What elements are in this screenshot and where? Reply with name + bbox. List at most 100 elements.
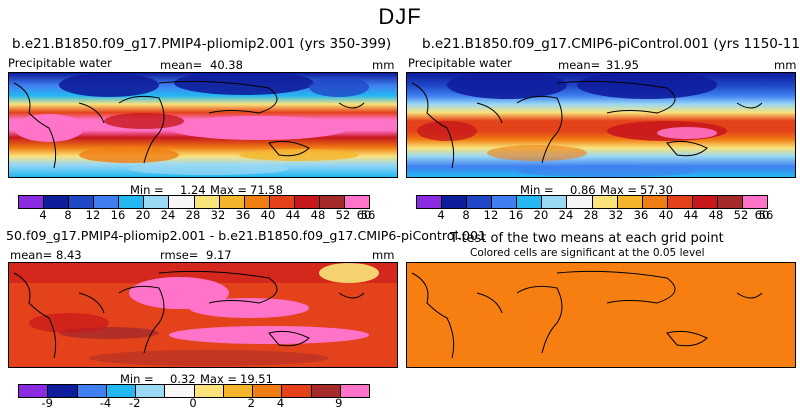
- colorbar-abs-tick-label: 4: [437, 208, 445, 222]
- colorbar-top-right: [416, 195, 768, 209]
- colorbar-top-left: [18, 195, 370, 209]
- colorbar-diff-swatch: [19, 385, 49, 397]
- colorbar-diff-swatch: [253, 385, 283, 397]
- colorbar-diff-swatch: [194, 385, 224, 397]
- max-label-top-left: Max =: [210, 183, 248, 197]
- colorbar-abs-swatch: [19, 196, 45, 208]
- colorbar-abs-swatch: [417, 196, 443, 208]
- colorbar-abs-swatch: [667, 196, 693, 208]
- colorbar-abs-tick-label: 20: [135, 208, 151, 222]
- colorbar-abs-tick-label: 16: [508, 208, 524, 222]
- colorbar-abs-swatch: [743, 196, 768, 208]
- colorbar-diff-swatch: [311, 385, 341, 397]
- colorbar-abs-swatch: [319, 196, 346, 208]
- colorbar-abs-tick-label: 32: [608, 208, 624, 222]
- figure-title: DJF: [378, 4, 422, 29]
- variable-label-top-left: Precipitable water: [8, 56, 112, 70]
- colorbar-abs-swatch: [345, 196, 370, 208]
- colorbar-abs-swatch: [442, 196, 468, 208]
- colorbar-abs-swatch: [194, 196, 220, 208]
- colorbar-abs-tick-label: 28: [583, 208, 599, 222]
- min-value-bottom-left: 0.32: [170, 372, 196, 386]
- colorbar-abs-tick-label: 48: [708, 208, 724, 222]
- colorbar-abs-tick-label: 32: [210, 208, 226, 222]
- colorbar-abs-tick-label: 40: [658, 208, 674, 222]
- min-label-bottom-left: Min =: [120, 372, 154, 386]
- max-value-top-left: 71.58: [250, 183, 283, 197]
- colorbar-abs-tick-label: 44: [285, 208, 301, 222]
- colorbar-abs-tick-label: 52: [335, 208, 351, 222]
- colorbar-ticks-top-left: 4 8 12 16 20 24 28 32 36 40 44 48 52 56 60: [18, 208, 375, 222]
- rmse-value-bottom-left: 9.17: [206, 248, 232, 262]
- colorbar-diff-tick-label: -4: [99, 396, 112, 410]
- colorbar-diff-tick-label: 0: [189, 396, 197, 410]
- mean-value-top-left: 40.38: [210, 58, 243, 72]
- colorbar-ticks-bottom-left: -9 -4 -2 0 2 4 9: [18, 396, 368, 410]
- colorbar-abs-swatch: [244, 196, 270, 208]
- colorbar-diff-swatch: [165, 385, 195, 397]
- colorbar-diff-swatch: [282, 385, 312, 397]
- colorbar-abs-tick-label: 52: [733, 208, 749, 222]
- colorbar-abs-swatch: [119, 196, 145, 208]
- colorbar-abs-tick-label: 56: [360, 208, 376, 222]
- colorbar-abs-swatch: [44, 196, 70, 208]
- colorbar-bottom-left: [18, 384, 370, 398]
- colorbar-abs-swatch: [617, 196, 643, 208]
- colorbar-abs-tick-label: 12: [85, 208, 101, 222]
- panel-title-top-right: b.e21.B1850.f09_g17.CMIP6-piControl.001 …: [422, 36, 800, 52]
- colorbar-diff-tick-label: -9: [41, 396, 53, 410]
- units-top-left: mm: [372, 58, 395, 72]
- panel-title-bottom-right: T-test of the two means at each grid poi…: [450, 231, 724, 246]
- map-top-right: [406, 72, 796, 178]
- colorbar-abs-tick-label: 8: [64, 208, 72, 222]
- colorbar-diff-swatch: [48, 385, 78, 397]
- rmse-label-bottom-left: rmse=: [160, 248, 199, 262]
- colorbar-diff-swatch: [77, 385, 107, 397]
- colorbar-abs-swatch: [717, 196, 744, 208]
- colorbar-abs-swatch: [294, 196, 320, 208]
- map-top-left: [8, 72, 398, 178]
- colorbar-abs-swatch: [642, 196, 668, 208]
- colorbar-abs-swatch: [144, 196, 170, 208]
- panel-subtitle-bottom-right: Colored cells are significant at the 0.0…: [470, 247, 705, 259]
- colorbar-diff-swatch: [106, 385, 136, 397]
- units-top-right: mm: [774, 58, 797, 72]
- panel-title-top-left: b.e21.B1850.f09_g17.PMIP4-pliomip2.001 (…: [12, 36, 392, 52]
- max-value-top-right: 57.30: [640, 183, 673, 197]
- colorbar-diff-tick-label: -2: [128, 396, 141, 410]
- mean-label-bottom-left: mean=: [10, 248, 53, 262]
- colorbar-abs-swatch: [567, 196, 593, 208]
- colorbar-abs-tick-label: 12: [483, 208, 499, 222]
- min-value-top-right: 0.86: [570, 183, 596, 197]
- colorbar-abs-swatch: [169, 196, 195, 208]
- min-value-top-left: 1.24: [180, 183, 206, 197]
- colorbar-diff-swatch: [136, 385, 166, 397]
- colorbar-abs-tick-label: 16: [110, 208, 126, 222]
- mean-label-top-right: mean=: [558, 58, 601, 72]
- colorbar-abs-tick-label: 56: [758, 208, 774, 222]
- panel-title-bottom-left: 50.f09_g17.PMIP4-pliomip2.001 - b.e21.B1…: [6, 228, 487, 243]
- colorbar-abs-tick-label: 48: [310, 208, 326, 222]
- colorbar-abs-tick-label: 8: [462, 208, 470, 222]
- mean-value-bottom-left: 8.43: [56, 248, 82, 262]
- colorbar-abs-tick-label: 24: [160, 208, 176, 222]
- min-label-top-right: Min =: [520, 183, 554, 197]
- colorbar-abs-swatch: [692, 196, 718, 208]
- colorbar-abs-swatch: [492, 196, 518, 208]
- max-value-bottom-left: 19.51: [240, 372, 273, 386]
- colorbar-diff-tick-label: 4: [276, 396, 285, 410]
- colorbar-abs-tick-label: 24: [558, 208, 574, 222]
- colorbar-abs-swatch: [269, 196, 295, 208]
- map-bottom-right: [406, 262, 796, 368]
- colorbar-ticks-top-right: 4 8 12 16 20 24 28 32 36 40 44 48 52 56 60: [416, 208, 773, 222]
- units-bottom-left: mm: [372, 248, 395, 262]
- colorbar-abs-tick-label: 60: [754, 208, 770, 222]
- colorbar-abs-tick-label: 36: [633, 208, 649, 222]
- colorbar-abs-swatch: [592, 196, 618, 208]
- map-bottom-left: [8, 262, 398, 368]
- colorbar-diff-tick-label: 2: [247, 396, 255, 410]
- mean-value-top-right: 31.95: [606, 58, 639, 72]
- colorbar-abs-swatch: [219, 196, 245, 208]
- colorbar-abs-swatch: [542, 196, 568, 208]
- colorbar-diff-swatch: [340, 385, 369, 397]
